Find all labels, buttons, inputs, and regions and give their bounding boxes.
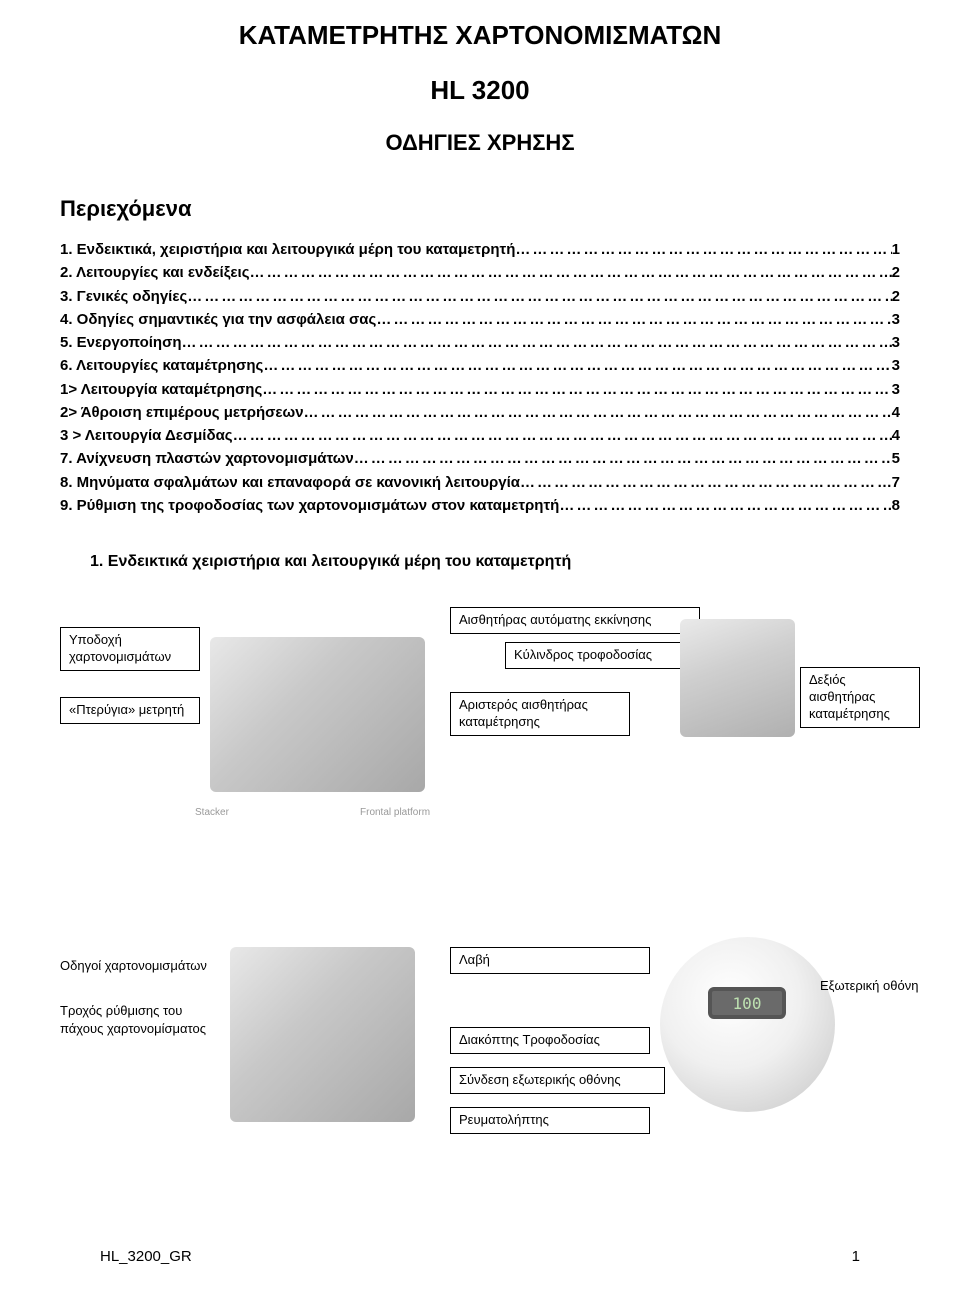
- toc-item: 2. Λειτουργίες και ενδείξεις…………………………………: [60, 261, 900, 284]
- callout-guides: Οδηγοί χαρτονομισμάτων: [60, 957, 210, 975]
- callout-power-plug: Ρευματολήπτης: [450, 1107, 650, 1134]
- toc-item-label: 1> Λειτουργία καταμέτρησης: [60, 378, 262, 401]
- page-footer: HL_3200_GR 1: [100, 1248, 860, 1265]
- toc-item-label: 3. Γενικές οδηγίες: [60, 285, 187, 308]
- toc-item-page: 8: [892, 494, 900, 517]
- device-rear-image: [230, 947, 415, 1122]
- toc-item: 3. Γενικές οδηγίες……………………………………………………………: [60, 285, 900, 308]
- toc-item-label: 2> Άθροιση επιμέρους μετρήσεων: [60, 401, 304, 424]
- toc-dots: ……………………………………………………………………………………………………………: [515, 238, 891, 261]
- toc-dots: ……………………………………………………………………………………………………………: [233, 424, 892, 447]
- toc-dots: ……………………………………………………………………………………………………………: [262, 378, 891, 401]
- callout-handle: Λαβή: [450, 947, 650, 974]
- callout-external-display: Εξωτερική οθόνη: [820, 977, 940, 995]
- model-number: HL 3200: [60, 75, 900, 106]
- callout-feed-roller: Κύλινδρος τροφοδοσίας: [505, 642, 700, 669]
- diagram-front-view: Υποδοχή χαρτονομισμάτων «Πτερύγια» μετρη…: [60, 597, 900, 877]
- toc-item-page: 7: [892, 471, 900, 494]
- toc-item-label: 3 > Λειτουργία Δεσμίδας: [60, 424, 233, 447]
- toc-item: 1> Λειτουργία καταμέτρησης………………………………………: [60, 378, 900, 401]
- toc-item: 7. Ανίχνευση πλαστών χαρτονομισμάτων……………: [60, 447, 900, 470]
- toc-item: 4. Oδηγίες σημαντικές για την ασφάλεια σ…: [60, 308, 900, 331]
- toc-item-page: 3: [892, 378, 900, 401]
- callout-autostart-sensor: Αισθητήρας αυτόματης εκκίνησης: [450, 607, 700, 634]
- toc-dots: ……………………………………………………………………………………………………………: [182, 331, 892, 354]
- label-stacker: Stacker: [195, 807, 229, 818]
- callout-thickness-wheel: Τροχός ρύθμισης του πάχους χαρτονομίσματ…: [60, 1002, 210, 1038]
- toc-item: 1. Eνδεικτικά, χειριστήρια και λειτουργι…: [60, 238, 900, 261]
- toc-item-label: 2. Λειτουργίες και ενδείξεις: [60, 261, 250, 284]
- toc-item-page: 1: [892, 238, 900, 261]
- toc-item-label: 4. Oδηγίες σημαντικές για την ασφάλεια σ…: [60, 308, 376, 331]
- toc-item-label: 8. Μηνύματα σφαλμάτων και επαναφορά σε κ…: [60, 471, 520, 494]
- diagram-rear-view: Οδηγοί χαρτονομισμάτων Τροχός ρύθμισης τ…: [60, 937, 900, 1197]
- callout-feed-switch: Διακόπτης Τροφοδοσίας: [450, 1027, 650, 1054]
- toc-item: 6. Λειτουργίες καταμέτρησης……………………………………: [60, 354, 900, 377]
- toc-item-page: 4: [892, 401, 900, 424]
- toc-dots: ……………………………………………………………………………………………………………: [354, 447, 892, 470]
- toc-item: 9. Ρύθμιση της τροφοδοσίας των χαρτονομι…: [60, 494, 900, 517]
- toc-item: 8. Μηνύματα σφαλμάτων και επαναφορά σε κ…: [60, 471, 900, 494]
- toc-item-page: 5: [892, 447, 900, 470]
- external-display-image: [660, 937, 835, 1112]
- toc-item-page: 4: [892, 424, 900, 447]
- footer-doc-id: HL_3200_GR: [100, 1248, 192, 1265]
- callout-wings: «Πτερύγια» μετρητή: [60, 697, 200, 724]
- callout-right-sensor: Δεξιός αισθητήρας καταμέτρησης: [800, 667, 920, 728]
- label-frontal-platform: Frontal platform: [360, 807, 430, 818]
- toc-item: 2> Άθροιση επιμέρους μετρήσεων……………………………: [60, 401, 900, 424]
- toc-item-label: 5. Ενεργοποίηση: [60, 331, 182, 354]
- toc-item-label: 7. Ανίχνευση πλαστών χαρτονομισμάτων: [60, 447, 354, 470]
- external-display-readout: 100: [708, 987, 786, 1019]
- toc-dots: ……………………………………………………………………………………………………………: [559, 494, 891, 517]
- toc-item-label: 1. Eνδεικτικά, χειριστήρια και λειτουργι…: [60, 238, 515, 261]
- callout-left-sensor: Αριστερός αισθητήρας καταμέτρησης: [450, 692, 630, 736]
- table-of-contents: 1. Eνδεικτικά, χειριστήρια και λειτουργι…: [60, 238, 900, 517]
- toc-item-page: 2: [892, 285, 900, 308]
- main-title: ΚΑΤΑΜΕΤΡΗΤΗΣ ΧΑΡΤΟΝΟΜΙΣΜΑΤΩΝ: [60, 20, 900, 51]
- title-block: ΚΑΤΑΜΕΤΡΗΤΗΣ ΧΑΡΤΟΝΟΜΙΣΜΑΤΩΝ HL 3200 ΟΔΗ…: [60, 20, 900, 156]
- toc-dots: ……………………………………………………………………………………………………………: [263, 354, 891, 377]
- callout-hopper: Υποδοχή χαρτονομισμάτων: [60, 627, 200, 671]
- toc-dots: ……………………………………………………………………………………………………………: [520, 471, 892, 494]
- toc-item-page: 3: [892, 354, 900, 377]
- toc-dots: ……………………………………………………………………………………………………………: [304, 401, 892, 424]
- toc-item-label: 9. Ρύθμιση της τροφοδοσίας των χαρτονομι…: [60, 494, 559, 517]
- toc-dots: ……………………………………………………………………………………………………………: [376, 308, 891, 331]
- callout-ext-display-conn: Σύνδεση εξωτερικής οθόνης: [450, 1067, 665, 1094]
- toc-item-page: 3: [892, 331, 900, 354]
- toc-dots: ……………………………………………………………………………………………………………: [187, 285, 891, 308]
- toc-item-page: 3: [892, 308, 900, 331]
- toc-item-page: 2: [892, 261, 900, 284]
- footer-page-number: 1: [852, 1248, 860, 1265]
- toc-item-label: 6. Λειτουργίες καταμέτρησης: [60, 354, 263, 377]
- toc-item: 3 > Λειτουργία Δεσμίδας………………………………………………: [60, 424, 900, 447]
- toc-heading: Περιεχόμενα: [60, 196, 900, 222]
- toc-item: 5. Ενεργοποίηση……………………………………………………………………: [60, 331, 900, 354]
- device-top-image: [680, 619, 795, 737]
- section-1-heading: 1. Ενδεικτικά χειριστήρια και λειτουργικ…: [90, 553, 900, 571]
- subtitle: ΟΔΗΓΙΕΣ ΧΡΗΣΗΣ: [60, 130, 900, 156]
- device-front-image: [210, 637, 425, 792]
- toc-dots: ……………………………………………………………………………………………………………: [250, 261, 892, 284]
